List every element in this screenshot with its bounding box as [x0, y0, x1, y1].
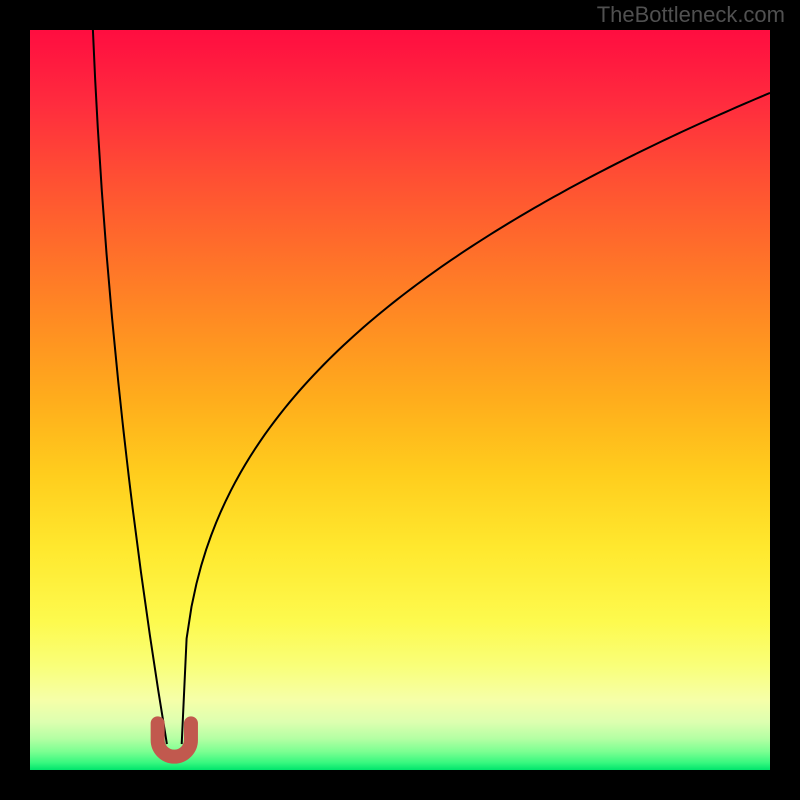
watermark-text: TheBottleneck.com	[597, 2, 785, 28]
chart-frame: TheBottleneck.com	[0, 0, 800, 800]
gradient-background	[30, 30, 770, 770]
chart-svg	[30, 30, 770, 770]
plot-area	[30, 30, 770, 770]
